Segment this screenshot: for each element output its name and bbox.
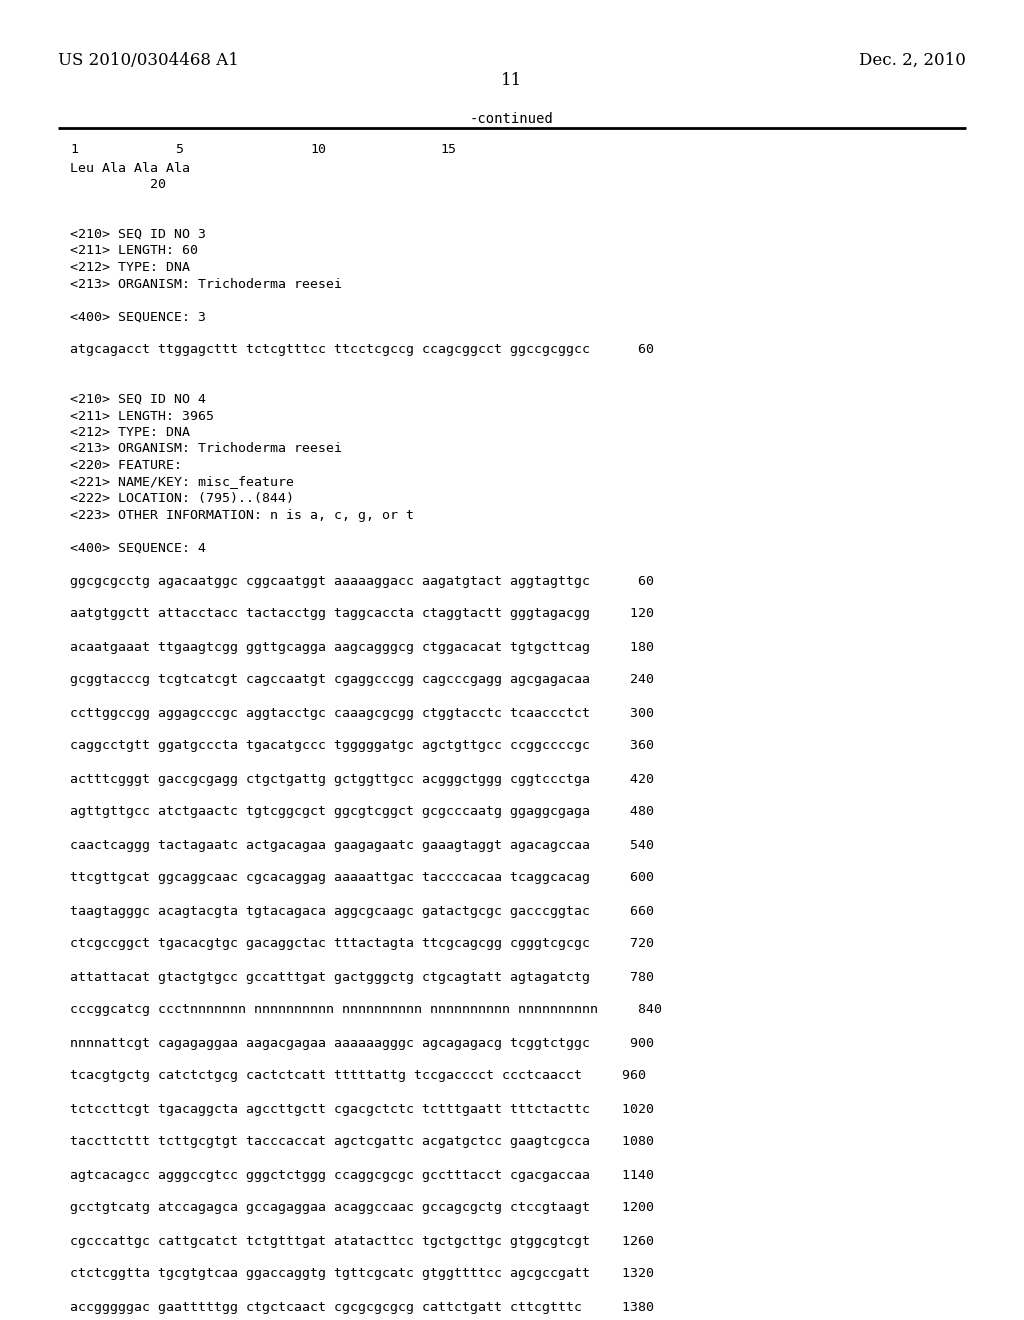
Text: nnnnattcgt cagagaggaa aagacgagaa aaaaaagggc agcagagacg tcggtctggc     900: nnnnattcgt cagagaggaa aagacgagaa aaaaaag… [70,1036,654,1049]
Text: taccttcttt tcttgcgtgt tacccaccat agctcgattc acgatgctcc gaagtcgcca    1080: taccttcttt tcttgcgtgt tacccaccat agctcga… [70,1135,654,1148]
Text: ccttggccgg aggagcccgc aggtacctgc caaagcgcgg ctggtacctc tcaaccctct     300: ccttggccgg aggagcccgc aggtacctgc caaagcg… [70,706,654,719]
Text: <210> SEQ ID NO 4: <210> SEQ ID NO 4 [70,393,206,407]
Text: 20: 20 [70,178,166,191]
Text: <211> LENGTH: 3965: <211> LENGTH: 3965 [70,409,214,422]
Text: taagtagggc acagtacgta tgtacagaca aggcgcaagc gatactgcgc gacccggtac     660: taagtagggc acagtacgta tgtacagaca aggcgca… [70,904,654,917]
Text: acaatgaaat ttgaagtcgg ggttgcagga aagcagggcg ctggacacat tgtgcttcag     180: acaatgaaat ttgaagtcgg ggttgcagga aagcagg… [70,640,654,653]
Text: aatgtggctt attacctacc tactacctgg taggcaccta ctaggtactt gggtagacgg     120: aatgtggctt attacctacc tactacctgg taggcac… [70,607,654,620]
Text: 1: 1 [70,143,78,156]
Text: ggcgcgcctg agacaatggc cggcaatggt aaaaaggacc aagatgtact aggtagttgc      60: ggcgcgcctg agacaatggc cggcaatggt aaaaagg… [70,574,654,587]
Text: actttcgggt gaccgcgagg ctgctgattg gctggttgcc acgggctggg cggtccctga     420: actttcgggt gaccgcgagg ctgctgattg gctggtt… [70,772,654,785]
Text: <213> ORGANISM: Trichoderma reesei: <213> ORGANISM: Trichoderma reesei [70,442,342,455]
Text: agttgttgcc atctgaactc tgtcggcgct ggcgtcggct gcgcccaatg ggaggcgaga     480: agttgttgcc atctgaactc tgtcggcgct ggcgtcg… [70,805,654,818]
Text: <212> TYPE: DNA: <212> TYPE: DNA [70,261,190,275]
Text: Leu Ala Ala Ala: Leu Ala Ala Ala [70,162,190,176]
Text: 10: 10 [310,143,326,156]
Text: ttcgttgcat ggcaggcaac cgcacaggag aaaaattgac taccccacaa tcaggcacag     600: ttcgttgcat ggcaggcaac cgcacaggag aaaaatt… [70,871,654,884]
Text: cgcccattgc cattgcatct tctgtttgat atatacttcc tgctgcttgc gtggcgtcgt    1260: cgcccattgc cattgcatct tctgtttgat atatact… [70,1234,654,1247]
Text: tcacgtgctg catctctgcg cactctcatt tttttattg tccgacccct ccctcaacct     960: tcacgtgctg catctctgcg cactctcatt tttttat… [70,1069,646,1082]
Text: US 2010/0304468 A1: US 2010/0304468 A1 [58,51,239,69]
Text: 15: 15 [440,143,456,156]
Text: atgcagacct ttggagcttt tctcgtttcc ttcctcgccg ccagcggcct ggccgcggcc      60: atgcagacct ttggagcttt tctcgtttcc ttcctcg… [70,343,654,356]
Text: 11: 11 [502,73,522,88]
Text: ctcgccggct tgacacgtgc gacaggctac tttactagta ttcgcagcgg cgggtcgcgc     720: ctcgccggct tgacacgtgc gacaggctac tttacta… [70,937,654,950]
Text: agtcacagcc agggccgtcc gggctctggg ccaggcgcgc gcctttacct cgacgaccaa    1140: agtcacagcc agggccgtcc gggctctggg ccaggcg… [70,1168,654,1181]
Text: caactcaggg tactagaatc actgacagaa gaagagaatc gaaagtaggt agacagccaa     540: caactcaggg tactagaatc actgacagaa gaagaga… [70,838,654,851]
Text: gcggtacccg tcgtcatcgt cagccaatgt cgaggcccgg cagcccgagg agcgagacaa     240: gcggtacccg tcgtcatcgt cagccaatgt cgaggcc… [70,673,654,686]
Text: <210> SEQ ID NO 3: <210> SEQ ID NO 3 [70,228,206,242]
Text: <212> TYPE: DNA: <212> TYPE: DNA [70,426,190,440]
Text: Dec. 2, 2010: Dec. 2, 2010 [859,51,966,69]
Text: <222> LOCATION: (795)..(844): <222> LOCATION: (795)..(844) [70,492,294,506]
Text: <223> OTHER INFORMATION: n is a, c, g, or t: <223> OTHER INFORMATION: n is a, c, g, o… [70,508,414,521]
Text: <400> SEQUENCE: 4: <400> SEQUENCE: 4 [70,541,206,554]
Text: attattacat gtactgtgcc gccatttgat gactgggctg ctgcagtatt agtagatctg     780: attattacat gtactgtgcc gccatttgat gactggg… [70,970,654,983]
Text: 5: 5 [175,143,183,156]
Text: gcctgtcatg atccagagca gccagaggaa acaggccaac gccagcgctg ctccgtaagt    1200: gcctgtcatg atccagagca gccagaggaa acaggcc… [70,1201,654,1214]
Text: cccggcatcg ccctnnnnnnn nnnnnnnnnn nnnnnnnnnn nnnnnnnnnn nnnnnnnnnn     840: cccggcatcg ccctnnnnnnn nnnnnnnnnn nnnnnn… [70,1003,662,1016]
Text: <211> LENGTH: 60: <211> LENGTH: 60 [70,244,198,257]
Text: tctccttcgt tgacaggcta agccttgctt cgacgctctc tctttgaatt tttctacttc    1020: tctccttcgt tgacaggcta agccttgctt cgacgct… [70,1102,654,1115]
Text: ctctcggtta tgcgtgtcaa ggaccaggtg tgttcgcatc gtggttttcc agcgccgatt    1320: ctctcggtta tgcgtgtcaa ggaccaggtg tgttcgc… [70,1267,654,1280]
Text: <220> FEATURE:: <220> FEATURE: [70,459,182,473]
Text: caggcctgtt ggatgcccta tgacatgccc tgggggatgc agctgttgcc ccggccccgc     360: caggcctgtt ggatgcccta tgacatgccc tggggga… [70,739,654,752]
Text: accgggggac gaatttttgg ctgctcaact cgcgcgcgcg cattctgatt cttcgtttc     1380: accgggggac gaatttttgg ctgctcaact cgcgcgc… [70,1300,654,1313]
Text: <221> NAME/KEY: misc_feature: <221> NAME/KEY: misc_feature [70,475,294,488]
Text: <400> SEQUENCE: 3: <400> SEQUENCE: 3 [70,310,206,323]
Text: -continued: -continued [470,112,554,125]
Text: <213> ORGANISM: Trichoderma reesei: <213> ORGANISM: Trichoderma reesei [70,277,342,290]
